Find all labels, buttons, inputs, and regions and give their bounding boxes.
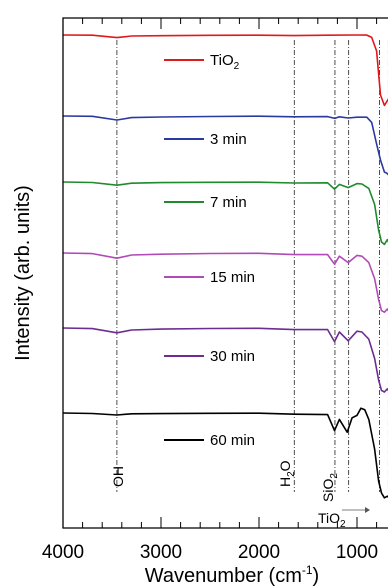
legend: TiO2 3 min 7 min 15 min 30 min 60 min — [164, 52, 255, 449]
x-tick-label: 3000 — [140, 542, 182, 563]
legend-label: 60 min — [210, 432, 255, 449]
series-line — [63, 252, 388, 313]
legend-label: 15 min — [210, 269, 255, 286]
peak-annotations: OH H2O SiO2 TiO2 — [110, 460, 370, 530]
x-ticks — [62, 18, 378, 528]
oh-annotation: OH — [110, 466, 126, 487]
series-line — [63, 407, 388, 499]
legend-label: 3 min — [210, 131, 247, 148]
tio2-pointer-arrow — [365, 507, 370, 513]
series-line — [63, 181, 388, 246]
y-axis-title: Intensity (arb. units) — [12, 185, 34, 361]
x-tick-label: 1000 — [336, 542, 378, 563]
series-line — [63, 34, 388, 107]
x-axis-title: Wavenumber (cm-1) — [145, 563, 319, 587]
series-line — [63, 115, 388, 176]
sio2-annotation: SiO2 — [320, 473, 340, 502]
plot-frame — [62, 17, 388, 529]
legend-label: 7 min — [210, 194, 247, 211]
x-tick-label: 4000 — [42, 542, 84, 563]
legend-label: TiO2 — [210, 52, 240, 72]
legend-label: 30 min — [210, 348, 255, 365]
series-line — [63, 327, 388, 393]
tio2-annotation: TiO2 — [318, 510, 346, 530]
h2o-annotation: H2O — [277, 460, 297, 487]
x-tick-labels: 4000 3000 2000 1000 — [42, 542, 378, 563]
series-curves — [63, 34, 388, 499]
reference-lines — [116, 40, 388, 492]
x-tick-label: 2000 — [238, 542, 280, 563]
